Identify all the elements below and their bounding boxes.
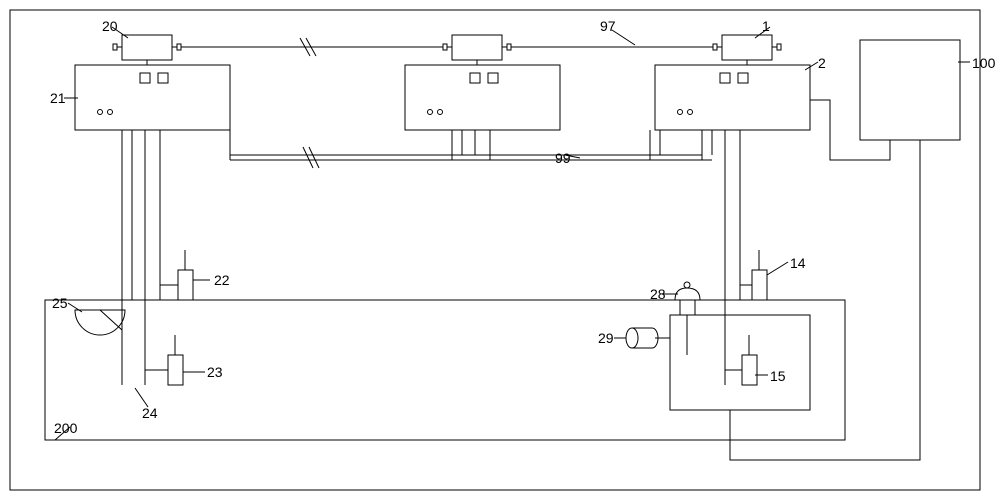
label-2: 2 <box>818 55 826 71</box>
label-1: 1 <box>762 18 770 34</box>
label-97: 97 <box>600 18 616 34</box>
module-left-main <box>75 65 230 130</box>
label-23: 23 <box>207 364 223 380</box>
cylinder-29 <box>626 328 670 348</box>
module-right-top <box>722 35 772 60</box>
lower-inner-right <box>670 315 810 410</box>
module-mid-main <box>405 65 560 130</box>
link-to-100 <box>810 100 890 160</box>
right-big-box <box>860 40 960 140</box>
half-circle-25 <box>75 310 125 335</box>
label-22: 22 <box>214 272 230 288</box>
sensor-22 <box>178 270 193 300</box>
label-200: 200 <box>54 420 77 436</box>
label-25: 25 <box>52 295 68 311</box>
bell-28 <box>675 288 700 300</box>
label-28: 28 <box>650 286 666 302</box>
sensor-14 <box>752 270 767 300</box>
label-21: 21 <box>50 90 66 106</box>
leader-2 <box>805 62 818 70</box>
label-20: 20 <box>102 18 118 34</box>
schematic-diagram <box>0 0 1000 500</box>
sensor-15 <box>742 355 757 385</box>
label-24: 24 <box>142 405 158 421</box>
leader-14 <box>767 262 788 275</box>
label-99: 99 <box>555 150 571 166</box>
module-mid-top <box>452 35 502 60</box>
module-left-top <box>122 35 172 60</box>
label-100: 100 <box>972 55 995 71</box>
module-right-main <box>655 65 810 130</box>
label-29: 29 <box>598 330 614 346</box>
sensor-23 <box>168 355 183 385</box>
label-15: 15 <box>770 368 786 384</box>
label-14: 14 <box>790 255 806 271</box>
